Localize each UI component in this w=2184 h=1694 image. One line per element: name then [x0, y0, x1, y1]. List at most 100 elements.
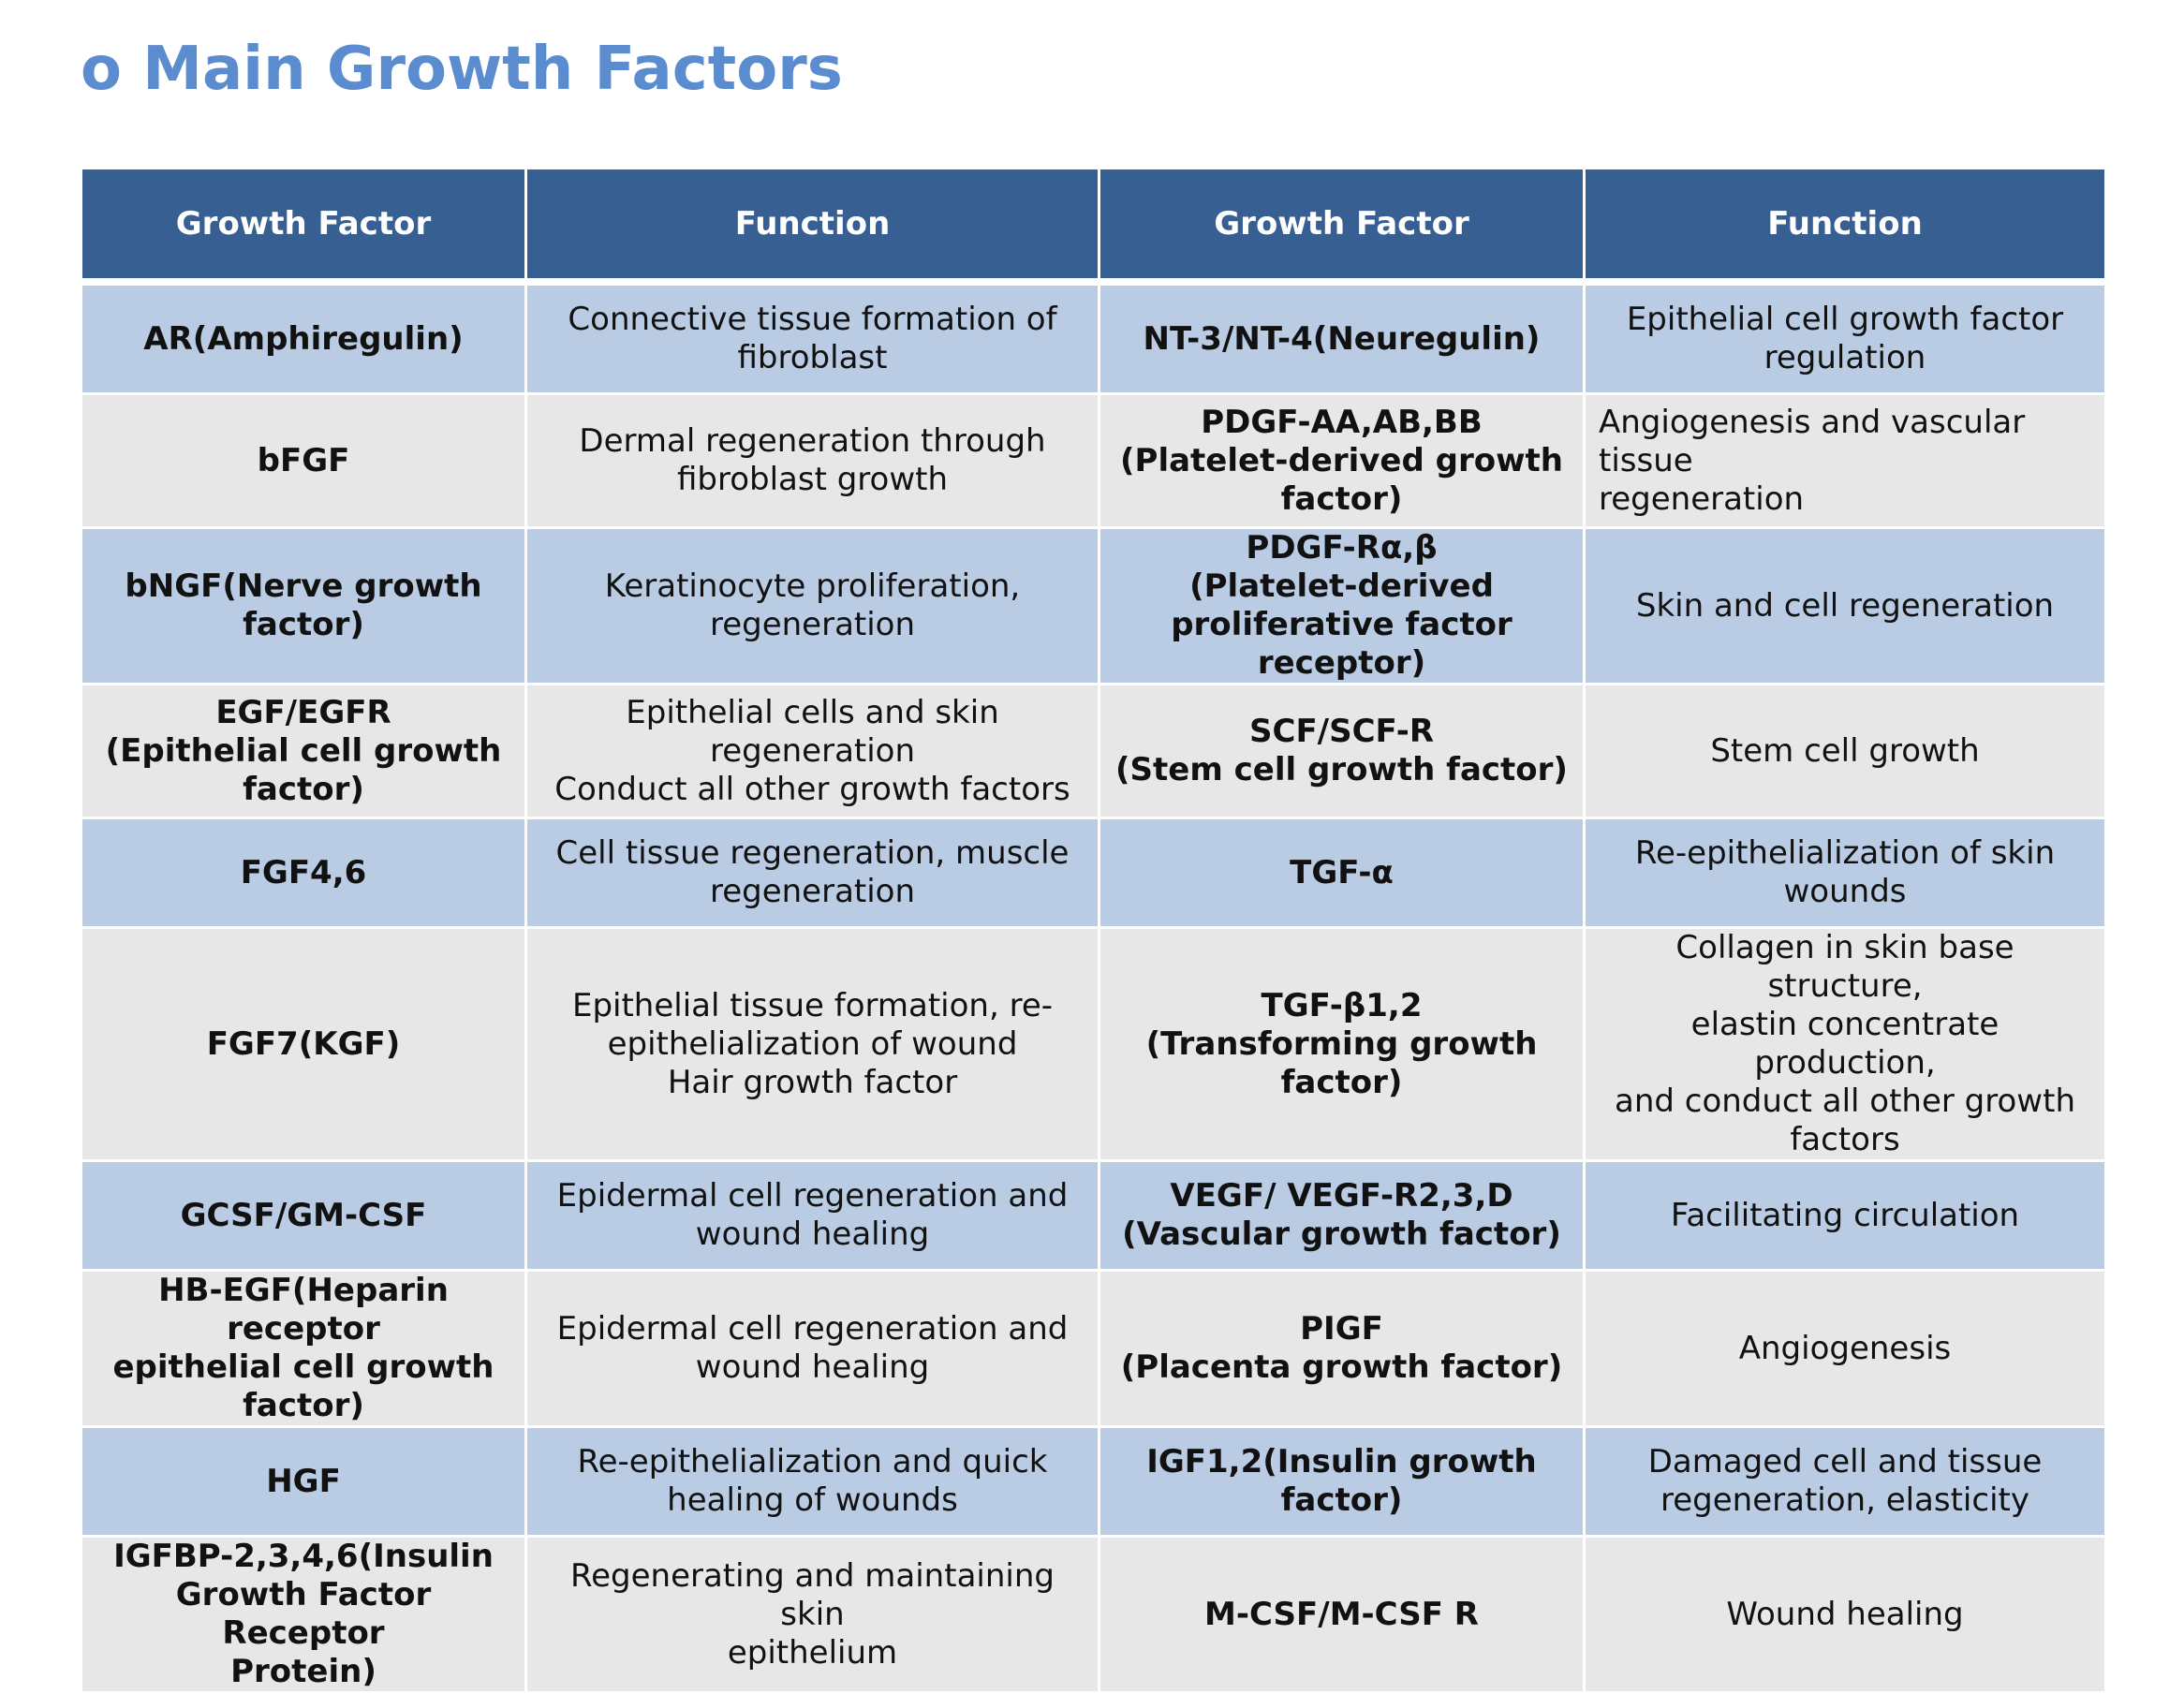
growth-factor-cell: PDGF-AA,AB,BB (Platelet-derived growth f…	[1098, 392, 1586, 529]
function-cell: Dermal regeneration through fibroblast g…	[524, 392, 1100, 529]
cell-line: Epithelial cells and skin	[626, 693, 999, 731]
growth-factor-cell: HGF	[80, 1425, 527, 1538]
table-row: bNGF(Nerve growth factor) Keratinocyte p…	[80, 526, 2107, 685]
function-cell: Epithelial cells and skin regeneration C…	[524, 683, 1100, 819]
cell-line: IGF1,2(Insulin growth factor)	[1146, 1443, 1537, 1519]
cell-line: FGF4,6	[240, 853, 367, 891]
table-row: IGFBP-2,3,4,6(Insulin Growth Factor Rece…	[80, 1535, 2107, 1694]
growth-factors-table: Growth Factor Function Growth Factor Fun…	[80, 167, 2107, 1694]
cell-line: regeneration	[709, 606, 916, 643]
cell-line: Hair growth factor	[667, 1063, 958, 1101]
cell-line: HB-EGF(Heparin receptor	[158, 1272, 449, 1348]
cell-line: factor)	[243, 1387, 364, 1424]
table-row: FGF4,6 Cell tissue regeneration, muscle …	[80, 817, 2107, 929]
cell-line: EGF/EGFR	[215, 693, 391, 731]
page-title: o Main Growth Factors	[81, 35, 843, 104]
cell-line: regeneration	[709, 731, 916, 770]
function-cell: Wound healing	[1583, 1535, 2107, 1694]
cell-line: PDGF-Rα,β	[1246, 529, 1438, 567]
table-row: HGF Re-epithelialization and quick heali…	[80, 1425, 2107, 1538]
cell-line: (Transforming growth factor)	[1145, 1024, 1538, 1101]
function-cell: Collagen in skin base structure, elastin…	[1583, 926, 2107, 1162]
cell-line: Epidermal cell regeneration and	[556, 1310, 1069, 1348]
cell-line: Growth Factor Receptor	[175, 1576, 432, 1652]
table-row: AR(Amphiregulin) Connective tissue forma…	[80, 280, 2107, 395]
cell-line: wound healing	[695, 1348, 930, 1386]
cell-line: TGF-α	[1290, 853, 1394, 891]
cell-line: Protein)	[230, 1653, 376, 1690]
cell-line: regulation	[1763, 339, 1926, 376]
table-row: EGF/EGFR (Epithelial cell growth factor)…	[80, 683, 2107, 819]
cell-line: PIGF	[1300, 1310, 1383, 1348]
cell-line: IGFBP-2,3,4,6(Insulin	[113, 1538, 494, 1575]
growth-factor-cell: M-CSF/M-CSF R	[1098, 1535, 1586, 1694]
cell-line: elastin concentrate production,	[1690, 1006, 2000, 1082]
cell-line: Keratinocyte proliferation,	[604, 567, 1021, 605]
cell-line: Re-epithelialization of skin	[1634, 834, 2056, 872]
table-row: GCSF/GM-CSF Epidermal cell regeneration …	[80, 1159, 2107, 1272]
table-row: FGF7(KGF) Epithelial tissue formation, r…	[80, 926, 2107, 1162]
function-cell: Epidermal cell regeneration and wound he…	[524, 1159, 1100, 1272]
cell-line: regeneration	[709, 873, 916, 910]
growth-factor-cell: AR(Amphiregulin)	[80, 280, 527, 395]
growth-factor-cell: PIGF (Placenta growth factor)	[1098, 1269, 1586, 1428]
growth-factor-cell: VEGF/ VEGF-R2,3,D (Vascular growth facto…	[1098, 1159, 1586, 1272]
function-cell: Epithelial tissue formation, re- epithel…	[524, 926, 1100, 1162]
cell-line: fibroblast	[737, 339, 888, 376]
cell-line: Stem cell growth	[1710, 731, 1980, 770]
growth-factor-cell: GCSF/GM-CSF	[80, 1159, 527, 1272]
growth-factor-cell: IGF1,2(Insulin growth factor)	[1098, 1425, 1586, 1538]
growth-factor-cell: FGF7(KGF)	[80, 926, 527, 1162]
cell-line: Regenerating and maintaining skin	[570, 1556, 1055, 1633]
cell-line: Epidermal cell regeneration and	[556, 1177, 1069, 1215]
cell-line: AR(Amphiregulin)	[143, 319, 464, 358]
cell-line: HGF	[266, 1462, 341, 1500]
cell-line: VEGF/ VEGF-R2,3,D	[1170, 1177, 1513, 1215]
function-cell: Angiogenesis and vascular tissue regener…	[1583, 392, 2107, 529]
cell-line: (Epithelial cell growth	[105, 731, 502, 770]
cell-line: Conduct all other growth factors	[554, 770, 1070, 808]
growth-factor-cell: NT-3/NT-4(Neuregulin)	[1098, 280, 1586, 395]
cell-line: wound healing	[695, 1215, 930, 1253]
growth-factor-cell: HB-EGF(Heparin receptor epithelial cell …	[80, 1269, 527, 1428]
cell-line: factors	[1790, 1121, 1900, 1158]
growth-factor-cell: bFGF	[80, 392, 527, 529]
function-cell: Damaged cell and tissue regeneration, el…	[1583, 1425, 2107, 1538]
cell-line: PDGF-AA,AB,BB	[1201, 403, 1483, 441]
cell-line: factor)	[243, 606, 364, 643]
cell-line: M-CSF/M-CSF R	[1204, 1595, 1479, 1633]
cell-line: Cell tissue regeneration, muscle	[555, 834, 1070, 872]
function-cell: Re-epithelialization and quick healing o…	[524, 1425, 1100, 1538]
cell-line: GCSF/GM-CSF	[180, 1196, 427, 1234]
header-function-1: Function	[524, 167, 1100, 286]
cell-line: epithelialization of wound	[607, 1024, 1018, 1063]
function-cell: Stem cell growth	[1583, 683, 2107, 819]
header-growth-factor-1: Growth Factor	[80, 167, 527, 286]
function-cell: Re-epithelialization of skin wounds	[1583, 817, 2107, 929]
function-cell: Epithelial cell growth factor regulation	[1583, 280, 2107, 395]
cell-line: FGF7(KGF)	[206, 1024, 401, 1063]
cell-line: regeneration	[1599, 479, 1805, 518]
growth-factor-cell: EGF/EGFR (Epithelial cell growth factor)	[80, 683, 527, 819]
growth-factor-cell: FGF4,6	[80, 817, 527, 929]
header-growth-factor-2: Growth Factor	[1098, 167, 1586, 286]
function-cell: Regenerating and maintaining skin epithe…	[524, 1535, 1100, 1694]
cell-line: Re-epithelialization and quick	[577, 1443, 1048, 1480]
cell-line: (Platelet-derived growth	[1120, 441, 1563, 479]
cell-line: (Vascular growth factor)	[1122, 1215, 1561, 1253]
cell-line: healing of wounds	[667, 1481, 958, 1519]
growth-factor-cell: TGF-α	[1098, 817, 1586, 929]
cell-line: (Placenta growth factor)	[1120, 1348, 1563, 1386]
cell-line: proliferative factor receptor)	[1171, 606, 1513, 682]
table-body: AR(Amphiregulin) Connective tissue forma…	[80, 280, 2107, 1694]
cell-line: Collagen in skin base structure,	[1675, 929, 2014, 1005]
cell-line: TGF-β1,2	[1261, 986, 1423, 1024]
function-cell: Cell tissue regeneration, muscle regener…	[524, 817, 1100, 929]
cell-line: bFGF	[257, 441, 350, 479]
cell-line: and conduct all other growth	[1614, 1083, 2075, 1120]
cell-line: epithelial cell growth	[112, 1348, 494, 1386]
cell-line: Facilitating circulation	[1670, 1196, 2020, 1234]
function-cell: Connective tissue formation of fibroblas…	[524, 280, 1100, 395]
cell-line: factor)	[1280, 479, 1403, 518]
cell-line: SCF/SCF-R	[1249, 713, 1434, 750]
